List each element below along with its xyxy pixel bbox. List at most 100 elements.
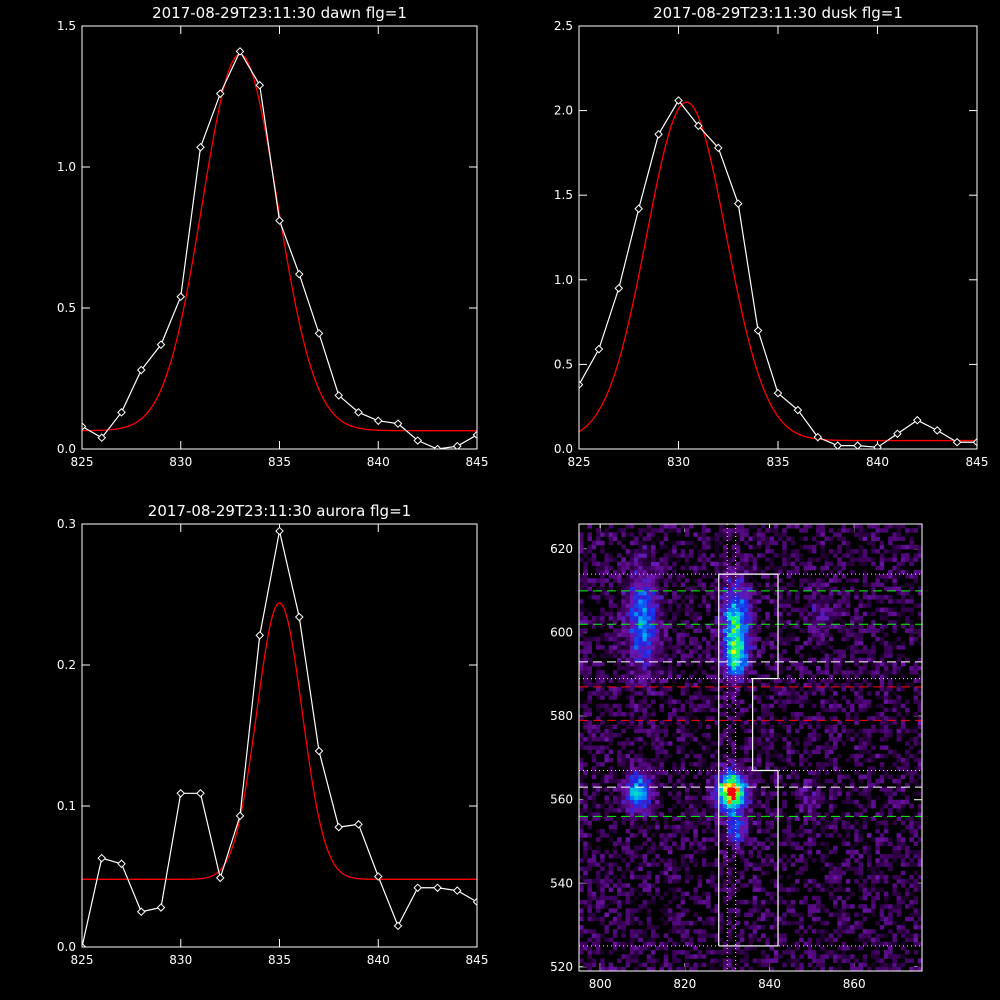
heatmap-pixel	[634, 845, 639, 851]
heatmap-pixel	[854, 879, 859, 884]
heatmap-pixel	[892, 599, 897, 604]
heatmap-pixel	[824, 682, 830, 688]
heatmap-pixel	[790, 883, 796, 888]
heatmap-pixel	[888, 749, 893, 755]
heatmap-pixel	[634, 632, 639, 638]
heatmap-pixel	[629, 870, 635, 876]
heatmap-pixel	[727, 858, 732, 863]
heatmap-pixel	[782, 962, 787, 968]
heatmap-pixel	[689, 682, 694, 688]
heatmap-pixel	[642, 544, 648, 550]
y-tick-label: 0.5	[554, 357, 573, 371]
heatmap-pixel	[727, 561, 732, 567]
heatmap-pixel	[731, 908, 736, 913]
heatmap-pixel	[600, 933, 605, 938]
heatmap-pixel	[587, 682, 592, 688]
heatmap-pixel	[701, 808, 707, 813]
heatmap-pixel	[650, 812, 656, 817]
heatmap-pixel	[739, 682, 745, 688]
heatmap-pixel	[646, 774, 652, 780]
heatmap-pixel	[722, 841, 728, 846]
heatmap-pixel	[862, 678, 868, 684]
heatmap-pixel	[642, 565, 648, 571]
heatmap-pixel	[811, 628, 817, 633]
heatmap-pixel	[655, 653, 660, 658]
heatmap-pixel	[862, 595, 868, 600]
heatmap-pixel	[608, 703, 614, 709]
heatmap-pixel	[888, 678, 893, 684]
heatmap-pixel	[803, 603, 808, 608]
heatmap-pixel	[579, 582, 584, 587]
heatmap-pixel	[727, 632, 732, 638]
heatmap-pixel	[684, 620, 690, 625]
heatmap-pixel	[600, 532, 605, 537]
heatmap-pixel	[672, 620, 677, 625]
heatmap-pixel	[634, 724, 639, 729]
heatmap-pixel	[591, 912, 597, 917]
heatmap-pixel	[883, 941, 889, 947]
heatmap-pixel	[756, 678, 762, 684]
heatmap-pixel	[663, 950, 669, 955]
heatmap-pixel	[892, 524, 897, 529]
heatmap-pixel	[828, 883, 834, 888]
heatmap-pixel	[820, 799, 825, 805]
heatmap-pixel	[824, 632, 830, 638]
heatmap-pixel	[579, 820, 584, 826]
heatmap-pixel	[744, 833, 749, 838]
heatmap-pixel	[888, 966, 893, 971]
heatmap-pixel	[600, 586, 605, 592]
heatmap-pixel	[841, 858, 847, 863]
heatmap-pixel	[583, 620, 588, 625]
heatmap-pixel	[646, 874, 652, 880]
heatmap-pixel	[638, 749, 643, 755]
heatmap-pixel	[634, 803, 639, 809]
heatmap-pixel	[837, 590, 842, 596]
heatmap-pixel	[642, 803, 648, 809]
heatmap-pixel	[833, 707, 838, 713]
heatmap-pixel	[697, 628, 703, 633]
heatmap-pixel	[841, 590, 847, 596]
heatmap-pixel	[871, 645, 876, 650]
heatmap-pixel	[778, 703, 783, 709]
heatmap-pixel	[710, 628, 715, 633]
heatmap-pixel	[718, 615, 724, 621]
heatmap-pixel	[816, 929, 821, 934]
heatmap-pixel	[786, 553, 792, 558]
heatmap-pixel	[595, 937, 601, 943]
heatmap-pixel	[659, 691, 664, 696]
heatmap-pixel	[680, 933, 686, 938]
heatmap-pixel	[612, 620, 618, 625]
heatmap-pixel	[663, 691, 669, 696]
heatmap-pixel	[655, 728, 660, 734]
heatmap-pixel	[676, 574, 681, 579]
heatmap-pixel	[621, 887, 626, 892]
heatmap-pixel	[765, 783, 770, 788]
heatmap-pixel	[739, 707, 745, 713]
heatmap-pixel	[879, 557, 885, 562]
heatmap-pixel	[706, 774, 711, 780]
heatmap-pixel	[583, 699, 588, 704]
heatmap-pixel	[727, 891, 732, 897]
heatmap-pixel	[811, 557, 817, 562]
heatmap-pixel	[706, 799, 711, 805]
heatmap-pixel	[718, 737, 724, 742]
heatmap-pixel	[697, 686, 703, 692]
heatmap-pixel	[697, 766, 703, 771]
heatmap-pixel	[799, 666, 804, 671]
heatmap-pixel	[752, 774, 758, 780]
heatmap-pixel	[617, 540, 622, 546]
heatmap-pixel	[739, 678, 745, 684]
heatmap-pixel	[650, 636, 656, 642]
heatmap-pixel	[845, 682, 851, 688]
heatmap-pixel	[634, 586, 639, 592]
heatmap-pixel	[718, 678, 724, 684]
heatmap-pixel	[756, 962, 762, 968]
heatmap-pixel	[875, 703, 880, 709]
heatmap-pixel	[693, 595, 698, 600]
heatmap-pixel	[587, 950, 592, 955]
data-point-marker	[82, 942, 87, 947]
heatmap-pixel	[786, 686, 792, 692]
heatmap-pixel	[684, 645, 690, 650]
heatmap-pixel	[807, 549, 813, 554]
heatmap-pixel	[693, 858, 698, 863]
